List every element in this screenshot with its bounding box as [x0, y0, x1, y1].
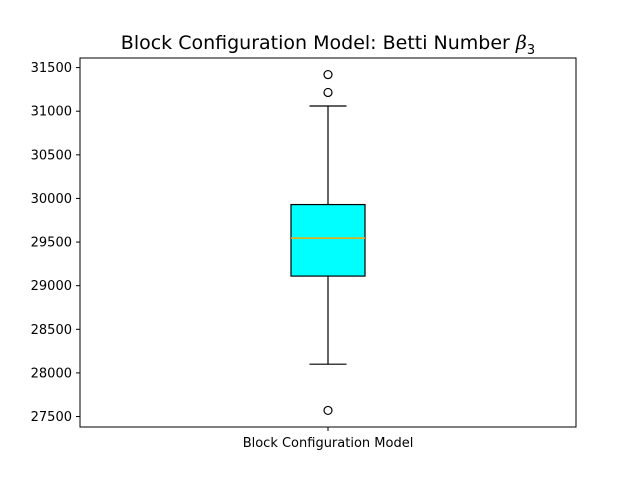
outlier-point [323, 405, 333, 416]
y-tick-label: 27500 [31, 410, 72, 425]
y-tick-label: 28500 [31, 323, 72, 338]
x-axis: Block Configuration Model [243, 427, 414, 451]
y-tick-label: 30000 [31, 192, 72, 207]
outlier-point [323, 69, 333, 80]
outlier-point [323, 87, 333, 98]
chart-title: Block Configuration Model: Betti Number … [121, 32, 535, 58]
chart-title-text: Block Configuration Model: Betti Number [121, 32, 516, 54]
x-tick-label: Block Configuration Model [243, 436, 414, 451]
y-tick-label: 29500 [31, 236, 72, 251]
chart-title-subscript: 3 [527, 43, 535, 58]
y-tick-label: 28000 [31, 366, 72, 381]
y-tick-label: 29000 [31, 279, 72, 294]
y-axis: 27500 28000 28500 29000 29500 30000 30500 31000… [31, 61, 80, 425]
box-iqr [290, 203, 366, 277]
chart-title-math: β [515, 32, 527, 54]
y-tick-label: 31000 [31, 105, 72, 120]
box-plot-marks [290, 69, 366, 416]
y-tick-label: 31500 [31, 61, 72, 76]
y-tick-label: 30500 [31, 148, 72, 163]
plot-area-frame [79, 57, 577, 428]
